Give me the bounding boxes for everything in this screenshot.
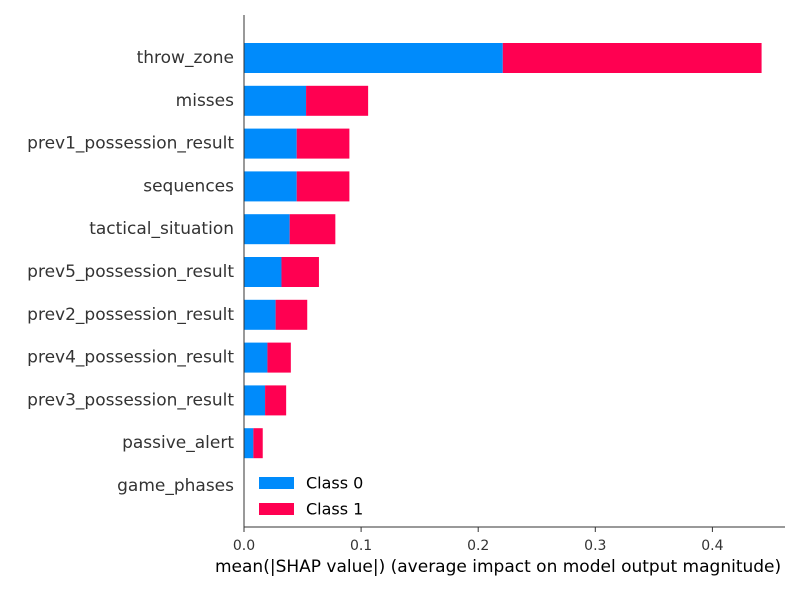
bar-misses-series-0	[244, 85, 307, 116]
bar-prev5-possession-result-series-1	[281, 257, 319, 287]
bar-tactical-situation-series-0	[244, 214, 290, 245]
bar-prev1-possession-result-series-1	[296, 128, 350, 159]
x-tick-label: 0.0	[233, 538, 255, 554]
x-tick-label: 0.3	[584, 538, 606, 554]
x-tick-label: 0.1	[350, 538, 372, 554]
category-label: prev3_possession_result	[27, 390, 234, 410]
bar-sequences-series-1	[296, 171, 350, 202]
category-label: prev4_possession_result	[27, 348, 234, 368]
bar-throw-zone-series-0	[244, 43, 503, 73]
category-label: prev5_possession_result	[27, 262, 234, 282]
x-ticks: 0.0 0.1 0.2 0.3 0.4	[233, 527, 724, 554]
category-label: prev2_possession_result	[27, 305, 234, 325]
bar-passive-alert-series-0	[244, 428, 254, 459]
bar-prev2-possession-result-series-1	[275, 299, 308, 330]
bar-throw-zone-series-1	[502, 43, 762, 73]
legend-label-class-1: Class 1	[306, 500, 363, 519]
bar-sequences-series-0	[244, 171, 297, 202]
bar-passive-alert-series-1	[253, 428, 263, 459]
bar-tactical-situation-series-1	[289, 214, 336, 245]
category-label: prev1_possession_result	[27, 134, 234, 154]
category-label: sequences	[143, 176, 234, 196]
legend: Class 0 Class 1	[259, 474, 363, 519]
category-label: game_phases	[117, 476, 234, 496]
legend-label-class-0: Class 0	[306, 474, 363, 493]
category-label: misses	[176, 91, 234, 111]
x-tick-label: 0.2	[467, 538, 489, 554]
bar-group	[244, 43, 762, 459]
bar-prev2-possession-result-series-0	[244, 299, 276, 330]
bar-prev1-possession-result-series-0	[244, 128, 297, 159]
category-label: tactical_situation	[89, 219, 234, 239]
bar-prev4-possession-result-series-0	[244, 342, 268, 373]
legend-swatch-class-0	[259, 477, 294, 489]
legend-swatch-class-1	[259, 503, 294, 515]
category-label: throw_zone	[137, 48, 234, 68]
x-tick-label: 0.4	[701, 538, 723, 554]
bar-prev3-possession-result-series-0	[244, 385, 266, 416]
x-axis-label: mean(|SHAP value|) (average impact on mo…	[215, 557, 781, 577]
bar-misses-series-1	[306, 85, 369, 116]
bar-prev5-possession-result-series-0	[244, 257, 282, 287]
bar-prev4-possession-result-series-1	[267, 342, 291, 373]
bar-prev3-possession-result-series-1	[265, 385, 287, 416]
category-label: passive_alert	[122, 433, 234, 453]
